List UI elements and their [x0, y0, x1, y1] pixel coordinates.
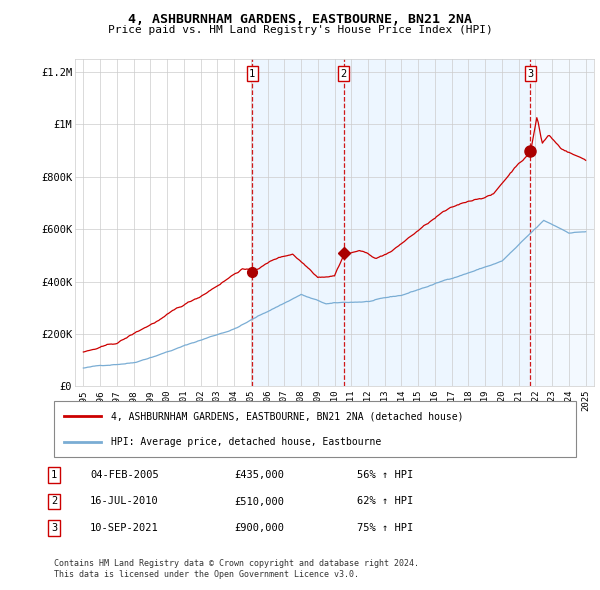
Text: Price paid vs. HM Land Registry's House Price Index (HPI): Price paid vs. HM Land Registry's House … [107, 25, 493, 35]
Bar [252, 59, 344, 386]
Text: 1: 1 [51, 470, 57, 480]
FancyBboxPatch shape [54, 401, 576, 457]
Text: HPI: Average price, detached house, Eastbourne: HPI: Average price, detached house, East… [112, 437, 382, 447]
Text: £435,000: £435,000 [234, 470, 284, 480]
Text: 3: 3 [527, 69, 533, 78]
Text: 75% ↑ HPI: 75% ↑ HPI [357, 523, 413, 533]
Text: 4, ASHBURNHAM GARDENS, EASTBOURNE, BN21 2NA: 4, ASHBURNHAM GARDENS, EASTBOURNE, BN21 … [128, 13, 472, 26]
Text: 62% ↑ HPI: 62% ↑ HPI [357, 497, 413, 506]
Text: 2: 2 [51, 497, 57, 506]
Text: 10-SEP-2021: 10-SEP-2021 [90, 523, 159, 533]
Text: This data is licensed under the Open Government Licence v3.0.: This data is licensed under the Open Gov… [54, 571, 359, 579]
Text: 4, ASHBURNHAM GARDENS, EASTBOURNE, BN21 2NA (detached house): 4, ASHBURNHAM GARDENS, EASTBOURNE, BN21 … [112, 411, 464, 421]
Text: Contains HM Land Registry data © Crown copyright and database right 2024.: Contains HM Land Registry data © Crown c… [54, 559, 419, 568]
Text: 3: 3 [51, 523, 57, 533]
Bar [530, 59, 594, 386]
Bar [344, 59, 530, 386]
Text: £510,000: £510,000 [234, 497, 284, 506]
Text: 56% ↑ HPI: 56% ↑ HPI [357, 470, 413, 480]
Text: 1: 1 [249, 69, 256, 78]
Text: 04-FEB-2005: 04-FEB-2005 [90, 470, 159, 480]
Text: £900,000: £900,000 [234, 523, 284, 533]
Text: 16-JUL-2010: 16-JUL-2010 [90, 497, 159, 506]
Text: 2: 2 [340, 69, 347, 78]
